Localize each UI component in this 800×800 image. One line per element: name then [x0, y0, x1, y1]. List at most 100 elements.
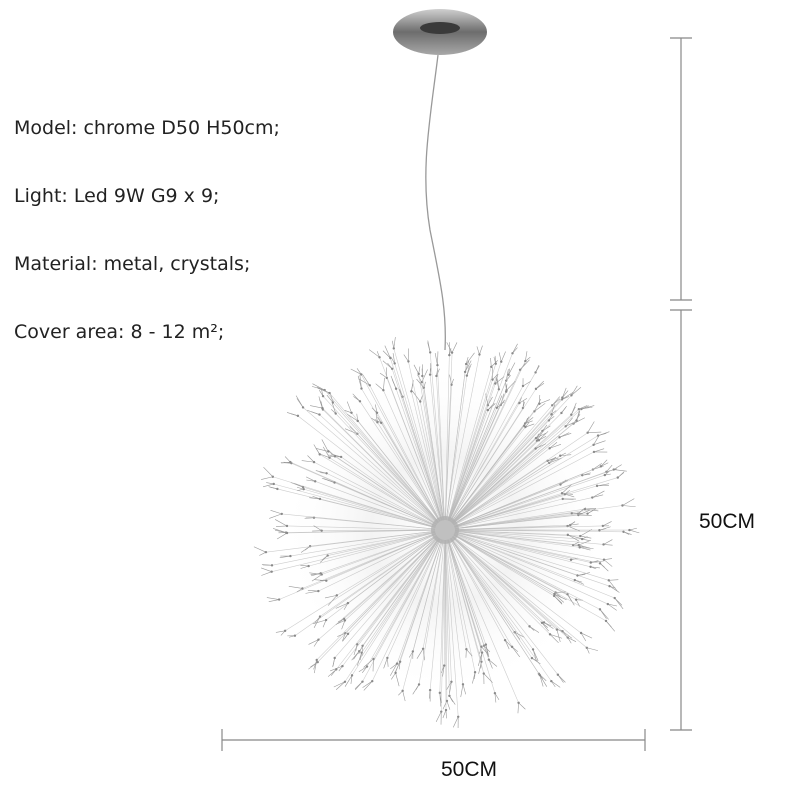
wire — [335, 413, 439, 523]
wire — [447, 539, 490, 660]
crystal — [270, 564, 274, 567]
crystal — [371, 679, 374, 683]
wire — [351, 538, 440, 676]
wire — [319, 414, 438, 524]
wire-tip — [391, 672, 396, 680]
crystal — [576, 574, 579, 577]
wire — [448, 539, 519, 703]
wire-tip — [344, 428, 358, 435]
wire-tip — [496, 395, 503, 408]
wire-tip — [452, 716, 459, 728]
wire-tip — [446, 342, 453, 353]
wire — [319, 454, 437, 526]
wire — [450, 425, 525, 523]
crystal — [510, 645, 514, 649]
wire — [316, 536, 439, 661]
wire-tip — [382, 350, 391, 359]
chandelier — [253, 337, 640, 728]
wire — [453, 435, 599, 526]
wire-tip — [395, 661, 401, 673]
crystal — [301, 406, 305, 409]
crystal — [550, 413, 553, 416]
crystal — [602, 543, 605, 546]
wire-tip — [562, 631, 568, 638]
crystal — [318, 453, 321, 456]
wire-tip — [535, 432, 547, 439]
wire — [447, 366, 492, 521]
wire — [408, 361, 444, 521]
crystal — [318, 413, 321, 416]
wire — [452, 536, 543, 624]
crystal — [395, 662, 399, 665]
wire-tip — [320, 555, 328, 563]
wire — [453, 432, 588, 525]
wire — [399, 539, 443, 662]
wire-tip — [543, 622, 552, 627]
wire-tip — [437, 351, 439, 366]
wire-tip — [608, 579, 619, 581]
crystal — [484, 643, 488, 646]
wire-tip — [505, 383, 508, 392]
wire — [449, 538, 506, 641]
crystal — [450, 351, 454, 354]
wire-tip — [580, 632, 587, 642]
crystal — [591, 496, 594, 499]
wire-tip — [603, 559, 613, 567]
crystal — [316, 660, 319, 664]
crystal — [428, 688, 432, 692]
wire-tip — [374, 404, 378, 413]
wire — [454, 530, 583, 540]
wire — [452, 536, 558, 630]
wire — [448, 389, 500, 521]
crystal — [500, 360, 503, 363]
wire — [336, 537, 440, 670]
height-label: 50CM — [699, 510, 755, 533]
wire — [327, 531, 436, 556]
crystal — [285, 524, 289, 528]
wire-tip — [315, 447, 320, 455]
crystal — [325, 579, 328, 582]
wire-tip — [357, 375, 362, 389]
wire-tip — [309, 497, 321, 500]
wire — [451, 537, 530, 627]
crystal — [356, 419, 359, 423]
wire-tip — [587, 421, 595, 433]
canopy-detail — [420, 22, 460, 34]
wire-tip — [590, 560, 605, 563]
wire-tip — [304, 517, 315, 519]
wire-tip — [442, 709, 447, 719]
wire — [412, 539, 443, 652]
wire-tip — [561, 396, 570, 400]
wire-tip — [266, 597, 280, 600]
crystal — [328, 391, 331, 395]
wire — [451, 397, 563, 523]
wire-tip — [280, 462, 292, 464]
wire-tip — [567, 521, 576, 527]
crystal — [524, 359, 527, 363]
wire — [347, 535, 438, 604]
wire-tip — [571, 387, 582, 396]
wire-tip — [427, 342, 431, 353]
wire-tip — [344, 675, 353, 687]
wire-tip — [587, 509, 595, 514]
wire — [321, 533, 436, 575]
wire — [454, 530, 580, 548]
wire-tip — [559, 432, 570, 438]
wire — [272, 476, 436, 528]
wire — [453, 451, 595, 526]
crystal — [361, 680, 364, 683]
crystal — [578, 546, 581, 549]
wire-tip — [418, 366, 421, 374]
crystal — [570, 413, 573, 416]
wire — [418, 373, 444, 521]
wire-tip — [603, 539, 613, 545]
wire-tip — [599, 609, 607, 619]
crystal — [473, 671, 477, 674]
wire-tip — [352, 393, 361, 402]
wire-tip — [608, 580, 618, 592]
crystal — [394, 387, 398, 390]
wire — [320, 533, 436, 574]
wire-tip — [281, 461, 291, 464]
crystal — [613, 596, 616, 600]
wire-tip — [318, 396, 323, 409]
